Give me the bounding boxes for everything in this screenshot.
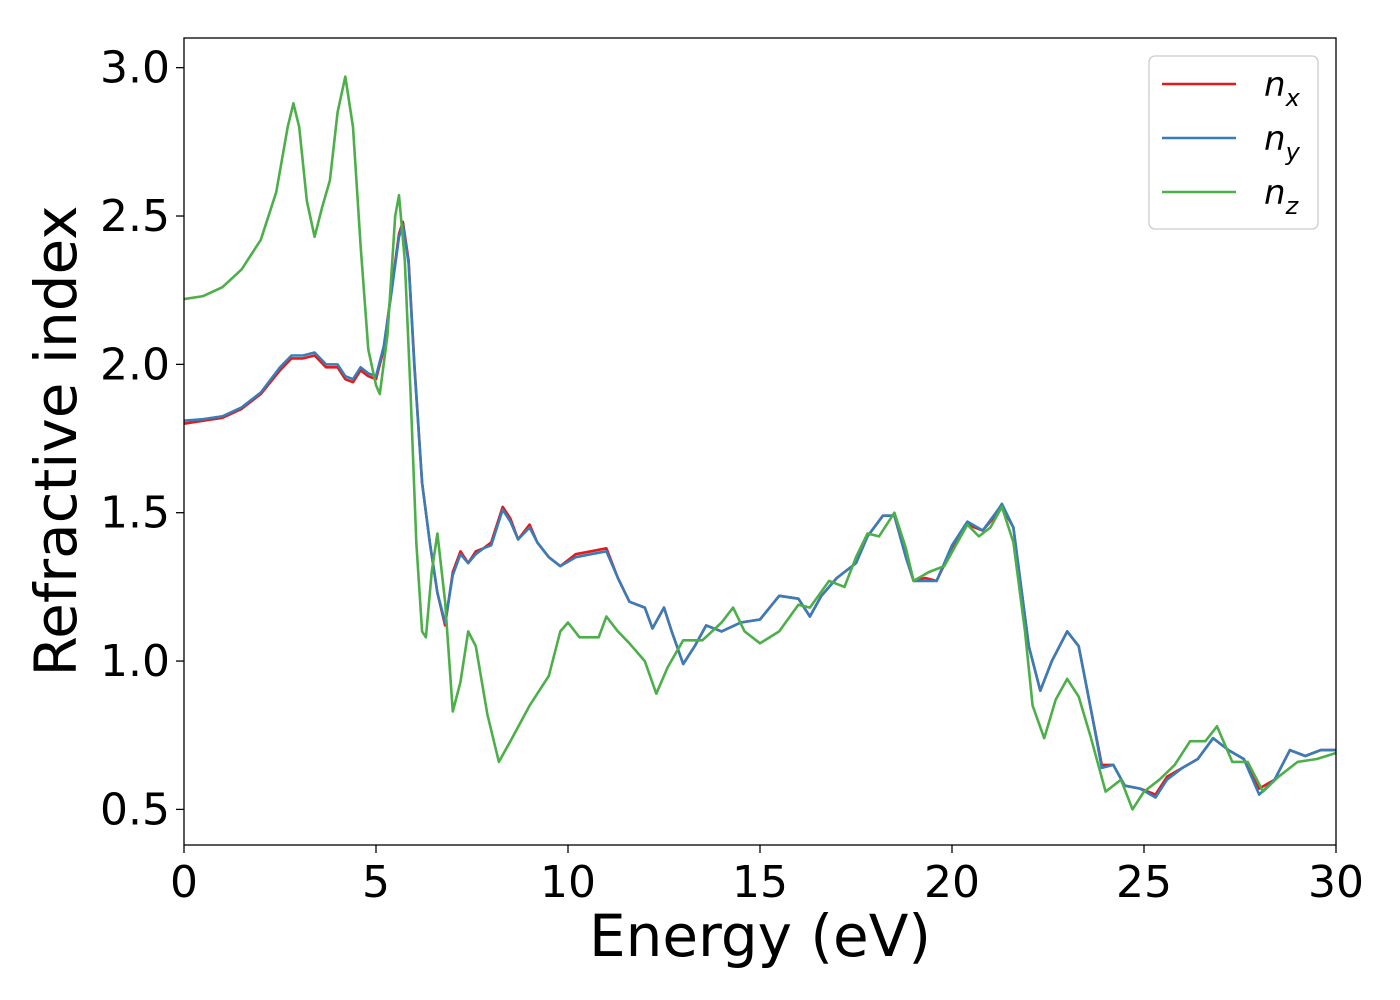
x-tick-label: 20 bbox=[924, 857, 980, 908]
x-tick-label: 25 bbox=[1116, 857, 1172, 908]
x-tick-label: 0 bbox=[170, 857, 198, 908]
x-axis: 0 5 10 15 20 25 30 bbox=[170, 845, 1364, 908]
y-tick-label: 2.0 bbox=[100, 339, 170, 390]
x-tick-label: 30 bbox=[1308, 857, 1364, 908]
series-layer bbox=[184, 75, 1336, 811]
y-axis: 0.5 1.0 1.5 2.0 2.5 3.0 bbox=[100, 43, 184, 835]
series-line-ny bbox=[184, 223, 1336, 799]
series-line-nz bbox=[184, 75, 1336, 811]
legend-box bbox=[1148, 55, 1319, 230]
x-tick-label: 5 bbox=[362, 857, 390, 908]
x-tick-label: 15 bbox=[732, 857, 788, 908]
y-tick-label: 3.0 bbox=[100, 43, 170, 94]
y-axis-label: Refractive index bbox=[22, 205, 90, 676]
x-axis-label: Energy (eV) bbox=[589, 902, 931, 970]
y-tick-label: 2.5 bbox=[100, 191, 170, 242]
y-tick-label: 0.5 bbox=[100, 784, 170, 835]
x-tick-label: 10 bbox=[540, 857, 596, 908]
y-tick-label: 1.5 bbox=[100, 488, 170, 539]
y-tick-label: 1.0 bbox=[100, 636, 170, 687]
